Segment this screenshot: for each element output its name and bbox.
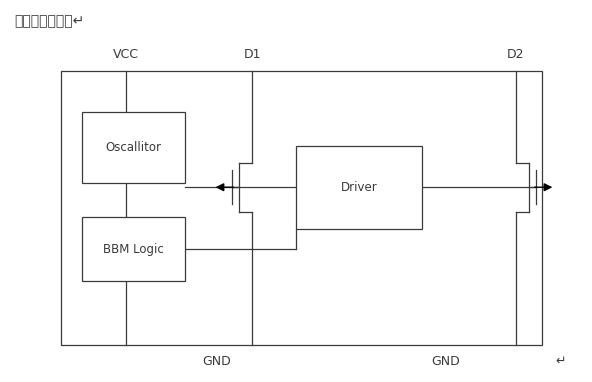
- Text: Driver: Driver: [340, 181, 378, 194]
- Text: ↵: ↵: [555, 355, 566, 368]
- Text: VCC: VCC: [113, 48, 139, 61]
- Bar: [62, 71, 542, 345]
- Text: 产品结构图如下↵: 产品结构图如下↵: [15, 14, 85, 28]
- Text: BBM Logic: BBM Logic: [103, 243, 163, 256]
- Bar: [82, 112, 185, 183]
- Bar: [82, 217, 185, 282]
- Text: GND: GND: [431, 355, 460, 368]
- Text: D2: D2: [507, 48, 525, 61]
- Bar: [296, 146, 422, 229]
- Text: Oscallitor: Oscallitor: [105, 141, 161, 154]
- Text: D1: D1: [243, 48, 260, 61]
- Text: GND: GND: [202, 355, 231, 368]
